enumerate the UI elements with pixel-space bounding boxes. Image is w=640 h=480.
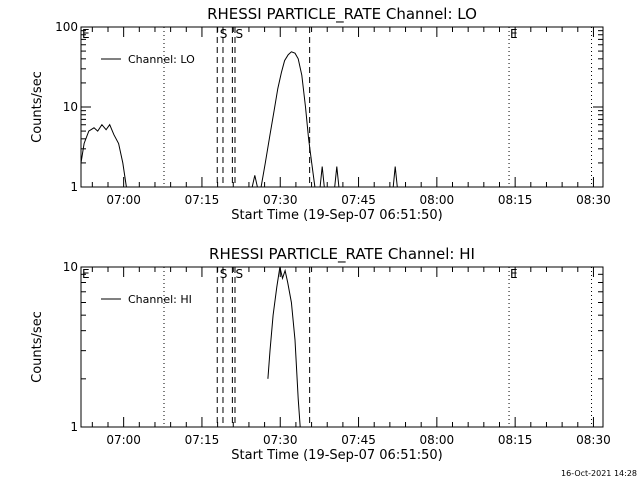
- x-tick-label: 08:30: [576, 193, 611, 207]
- y-axis-label: Counts/sec: [30, 311, 45, 383]
- panel-2: RHESSI PARTICLE_RATE Channel: HI 1 10 07:00…: [30, 245, 611, 463]
- x-tick-label: 07:00: [106, 193, 141, 207]
- series-line: [80, 123, 127, 188]
- series-line: [319, 166, 325, 188]
- event-label: E: [82, 267, 90, 281]
- event-label: S: [220, 27, 228, 41]
- x-tick-label: 07:00: [106, 433, 141, 447]
- x-tick-label: 07:45: [341, 433, 376, 447]
- series-line: [251, 175, 258, 188]
- event-label: S: [235, 267, 243, 281]
- chart-title: RHESSI PARTICLE_RATE Channel: LO: [207, 5, 477, 24]
- series-line: [334, 166, 340, 188]
- y-tick-label: 1: [70, 180, 78, 194]
- series-line: [267, 266, 301, 428]
- y-axis-label: Counts/sec: [30, 71, 45, 143]
- x-axis-label: Start Time (19-Sep-07 06:51:50): [231, 448, 442, 463]
- panels: RHESSI PARTICLE_RATE Channel: LO 1 10 100 07…: [30, 5, 611, 463]
- x-tick-label: 07:15: [185, 433, 220, 447]
- y-tick-label: 10: [63, 100, 78, 114]
- event-label: S: [235, 27, 243, 41]
- x-tick-label: 08:15: [498, 433, 533, 447]
- y-tick-label: 100: [55, 20, 78, 34]
- footer-timestamp: 16-Oct-2021 14:28: [561, 469, 637, 478]
- chart-title: RHESSI PARTICLE_RATE Channel: HI: [209, 245, 475, 264]
- y-tick-label: 10: [63, 260, 78, 274]
- plot-frame: [80, 266, 604, 428]
- x-tick-label: 07:45: [341, 193, 376, 207]
- legend-label: Channel: HI: [128, 293, 192, 306]
- x-axis-label: Start Time (19-Sep-07 06:51:50): [231, 208, 442, 223]
- series-line: [260, 51, 316, 188]
- event-label: E: [510, 267, 518, 281]
- x-tick-label: 08:00: [420, 193, 455, 207]
- x-tick-label: 07:30: [263, 433, 298, 447]
- legend-label: Channel: LO: [128, 53, 195, 66]
- event-label: S: [220, 267, 228, 281]
- event-label: E: [82, 27, 90, 41]
- x-tick-label: 07:15: [185, 193, 220, 207]
- x-tick-label: 07:30: [263, 193, 298, 207]
- x-tick-label: 08:00: [420, 433, 455, 447]
- y-tick-label: 1: [70, 420, 78, 434]
- event-label: E: [510, 27, 518, 41]
- series-line: [392, 166, 398, 188]
- panel-1: RHESSI PARTICLE_RATE Channel: LO 1 10 100 07…: [30, 5, 611, 223]
- x-tick-label: 08:15: [498, 193, 533, 207]
- x-tick-label: 08:30: [576, 433, 611, 447]
